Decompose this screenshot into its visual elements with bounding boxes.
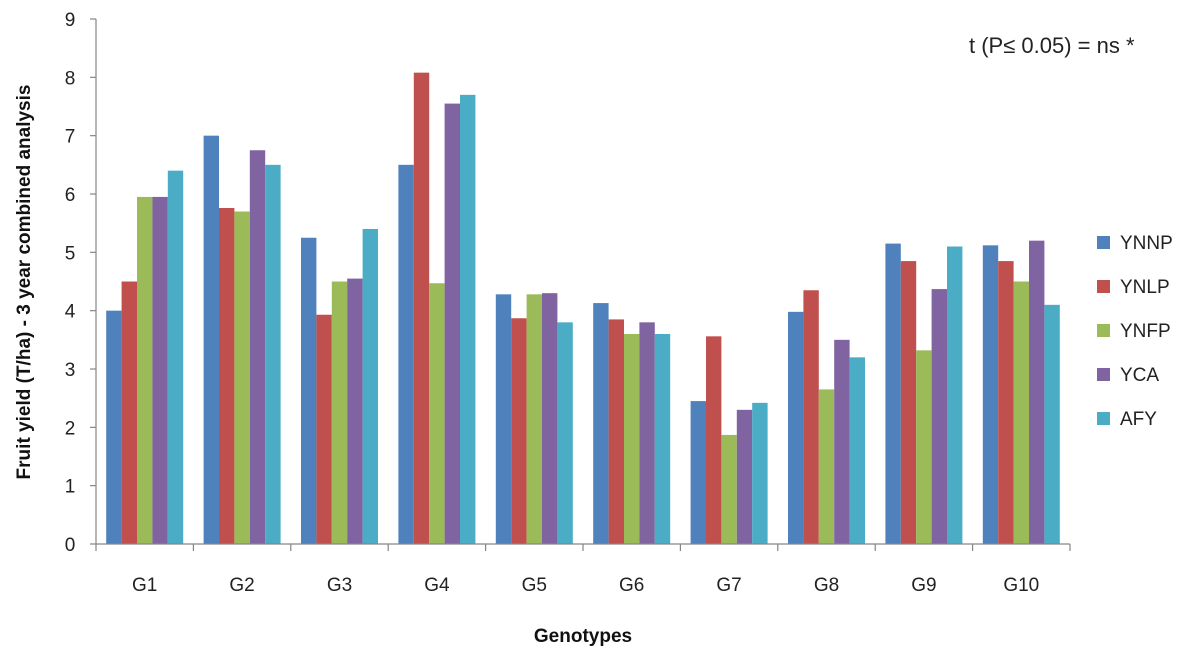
x-tick-label: G9 [911, 575, 936, 596]
bar-afy-g5 [557, 322, 573, 544]
bar-ynnp-g4 [398, 164, 414, 545]
legend: YNNP YNLP YNFP YCA AFY [1097, 233, 1173, 430]
bar-ynlp-g9 [900, 261, 917, 544]
bar-ynlp-g2 [219, 208, 235, 544]
bar-afy-g2 [265, 164, 281, 545]
bar-ynlp-g4 [413, 72, 430, 545]
bar-ynnp-g9 [885, 243, 901, 545]
legend-swatch-ynlp [1097, 280, 1110, 293]
bar-afy-g9 [947, 246, 963, 544]
bar-yca-g2 [249, 150, 266, 544]
x-tick-label: G6 [619, 575, 644, 596]
bar-ynfp-g3 [331, 281, 348, 544]
bar-afy-g1 [167, 170, 184, 544]
bar-afy-g4 [460, 94, 476, 544]
legend-label-ynlp: YNLP [1120, 277, 1170, 298]
bar-ynfp-g6 [624, 334, 640, 544]
bar-ynlp-g5 [511, 318, 527, 544]
x-axis-title: Genotypes [534, 626, 632, 647]
y-tick-label: 2 [65, 418, 76, 439]
x-tick-label: G10 [1003, 575, 1039, 596]
y-axis-title: Fruit yield (T/ha) - 3 year combined ana… [14, 85, 35, 480]
y-tick-label: 0 [65, 535, 76, 556]
y-tick-label: 7 [65, 127, 76, 148]
bar-ynlp-g7 [706, 336, 722, 544]
bar-ynfp-g7 [721, 434, 737, 544]
x-tick-label: G3 [327, 575, 352, 596]
bar-ynnp-g6 [593, 303, 609, 544]
bar-yca-g6 [639, 322, 655, 544]
x-axis-ticks: G1 G2 G3 G4 G5 G6 G7 G8 G9 G10 [95, 544, 1071, 596]
bar-ynlp-g8 [803, 290, 819, 544]
bar-afy-g3 [362, 229, 378, 544]
bar-afy-g8 [849, 357, 865, 544]
bar-ynnp-g7 [690, 401, 706, 544]
bar-yca-g7 [736, 409, 753, 544]
bar-yca-g10 [1029, 240, 1045, 544]
bar-yca-g1 [152, 196, 168, 544]
bar-afy-g10 [1044, 304, 1060, 544]
bar-yca-g8 [834, 339, 850, 544]
bar-afy-g7 [752, 402, 768, 544]
bar-yca-g9 [931, 289, 947, 544]
bar-ynfp-g2 [234, 211, 250, 544]
x-tick-label: G2 [229, 575, 254, 596]
y-tick-label: 6 [65, 185, 76, 206]
bar-yca-g4 [444, 103, 460, 544]
y-tick-label: 8 [65, 68, 76, 89]
bar-ynnp-g10 [982, 245, 999, 545]
bar-ynnp-g8 [788, 311, 804, 544]
x-tick-label: G5 [522, 575, 547, 596]
bar-ynnp-g5 [495, 294, 512, 544]
legend-label-afy: AFY [1120, 409, 1157, 430]
legend-label-ynnp: YNNP [1120, 233, 1173, 254]
bar-yca-g3 [347, 278, 363, 544]
y-tick-label: 4 [65, 302, 76, 323]
bar-ynfp-g8 [818, 389, 835, 544]
bar-afy-g6 [654, 334, 671, 544]
legend-label-yca: YCA [1120, 365, 1159, 386]
y-tick-label: 1 [65, 477, 76, 498]
bar-ynnp-g1 [106, 310, 122, 544]
y-axis-ticks: 0 1 2 3 4 5 6 7 8 9 [65, 10, 96, 556]
y-tick-label: 3 [65, 360, 76, 381]
x-tick-label: G7 [716, 575, 741, 596]
bar-ynfp-g10 [1013, 281, 1029, 544]
bar-ynlp-g3 [316, 314, 332, 544]
legend-swatch-afy [1097, 412, 1110, 425]
bar-ynlp-g6 [608, 319, 624, 544]
bar-ynfp-g5 [526, 294, 542, 544]
bar-ynnp-g2 [203, 135, 219, 544]
y-tick-label: 5 [65, 243, 76, 264]
legend-swatch-yca [1097, 368, 1110, 381]
x-tick-label: G1 [132, 575, 157, 596]
bar-ynfp-g9 [916, 350, 932, 544]
bar-ynfp-g4 [429, 283, 445, 544]
bar-ynlp-g10 [998, 261, 1014, 544]
bars [106, 72, 1060, 545]
significance-annotation: t (P≤ 0.05) = ns * [969, 33, 1135, 58]
x-tick-label: G4 [424, 575, 450, 596]
legend-swatch-ynfp [1097, 324, 1110, 337]
bar-yca-g5 [542, 293, 558, 544]
x-tick-label: G8 [814, 575, 839, 596]
bar-ynfp-g1 [137, 196, 153, 544]
bar-ynlp-g1 [121, 281, 137, 544]
y-tick-label: 9 [65, 10, 76, 31]
legend-swatch-ynnp [1097, 236, 1110, 249]
legend-label-ynfp: YNFP [1120, 321, 1171, 342]
bar-ynnp-g3 [301, 237, 317, 544]
